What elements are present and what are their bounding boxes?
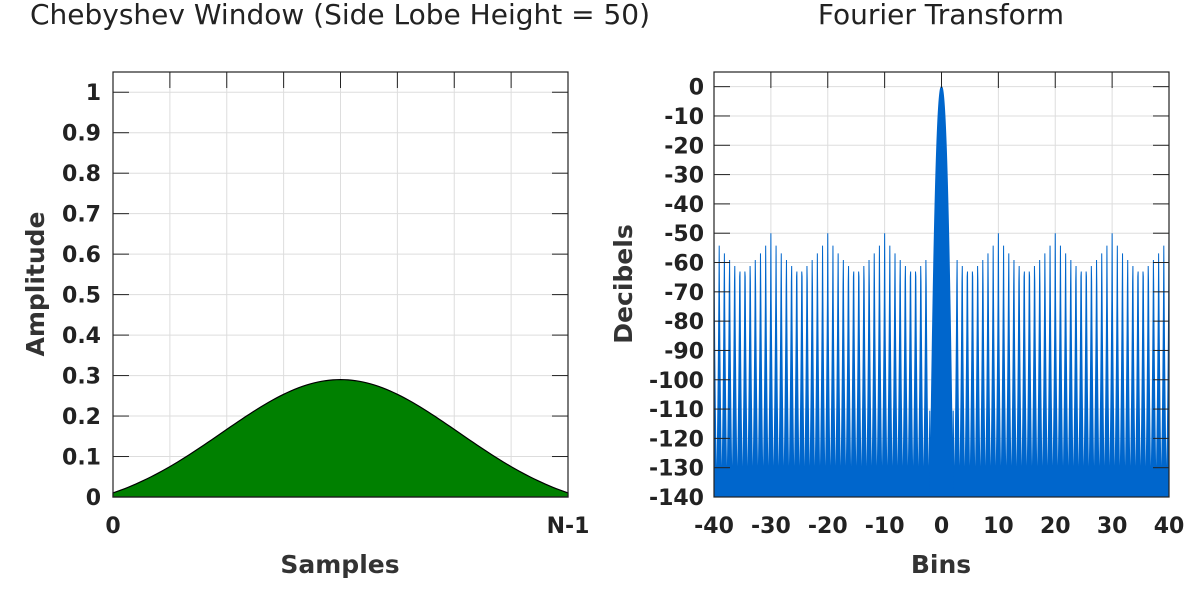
right-x-tick-label: -10 [865, 514, 905, 539]
right-x-tick-label: -30 [751, 514, 791, 539]
left-x-axis-label: Samples [280, 550, 399, 579]
right-y-tick-label: -120 [649, 427, 704, 452]
left-x-tick-label: N-1 [547, 514, 590, 539]
right-y-tick-label: -50 [664, 222, 704, 247]
left-y-tick-label: 0.1 [62, 446, 101, 471]
right-y-tick-label: -20 [664, 134, 704, 159]
right-y-tick-label: -80 [664, 310, 704, 335]
right-x-tick-labels: -40 -30 -20 -10 0 10 20 30 40 [694, 514, 1184, 539]
right-y-tick-label: -70 [664, 281, 704, 306]
left-y-tick-labels: 0 0.1 0.2 0.3 0.4 0.5 0.6 0.7 0.8 0.9 1 [62, 81, 101, 511]
right-y-axis-label: Decibels [609, 224, 638, 343]
left-y-tick-label: 0.8 [62, 162, 101, 187]
right-x-tick-label: 40 [1154, 514, 1185, 539]
right-y-tick-label: -140 [649, 486, 704, 511]
right-x-tick-label: 20 [1040, 514, 1071, 539]
right-y-tick-label: -30 [664, 164, 704, 189]
right-x-tick-label: 0 [934, 514, 949, 539]
right-y-tick-label: 0 [689, 76, 704, 101]
left-y-tick-label: 0.2 [62, 405, 101, 430]
right-y-tick-labels: 0 -10 -20 -30 -40 -50 -60 -70 -80 -90 -100 -110 -120… [649, 76, 704, 511]
left-chart-title: Chebyshev Window (Side Lobe Height = 50) [30, 0, 650, 31]
right-x-tick-label: -40 [694, 514, 734, 539]
left-y-tick-label: 0.4 [62, 324, 101, 349]
left-y-tick-label: 0.5 [62, 284, 101, 309]
left-y-tick-label: 0.3 [62, 365, 101, 390]
left-y-tick-label: 0.7 [62, 203, 101, 228]
left-grid [113, 72, 568, 497]
right-chart-title: Fourier Transform [818, 0, 1064, 31]
left-tick-marks [113, 72, 568, 498]
right-y-tick-label: -90 [664, 339, 704, 364]
left-window-area [112, 379, 569, 498]
right-x-axis-label: Bins [911, 550, 971, 579]
right-tick-marks [714, 72, 1169, 498]
right-y-tick-label: -100 [649, 369, 704, 394]
left-y-tick-label: 1 [86, 81, 101, 106]
left-x-tick-label: 0 [105, 514, 120, 539]
right-y-tick-label: -40 [664, 193, 704, 218]
left-y-tick-label: 0.9 [62, 122, 101, 147]
right-y-tick-label: -110 [649, 398, 704, 423]
right-y-tick-label: -60 [664, 252, 704, 277]
right-x-tick-label: -20 [808, 514, 848, 539]
right-y-tick-label: -10 [664, 105, 704, 130]
left-x-tick-labels: 0 N-1 [105, 514, 589, 539]
left-y-axis-label: Amplitude [21, 211, 50, 356]
right-x-tick-label: 30 [1097, 514, 1128, 539]
left-y-tick-label: 0.6 [62, 243, 101, 268]
right-y-tick-label: -130 [649, 457, 704, 482]
left-y-tick-label: 0 [86, 486, 101, 511]
right-x-tick-label: 10 [983, 514, 1014, 539]
